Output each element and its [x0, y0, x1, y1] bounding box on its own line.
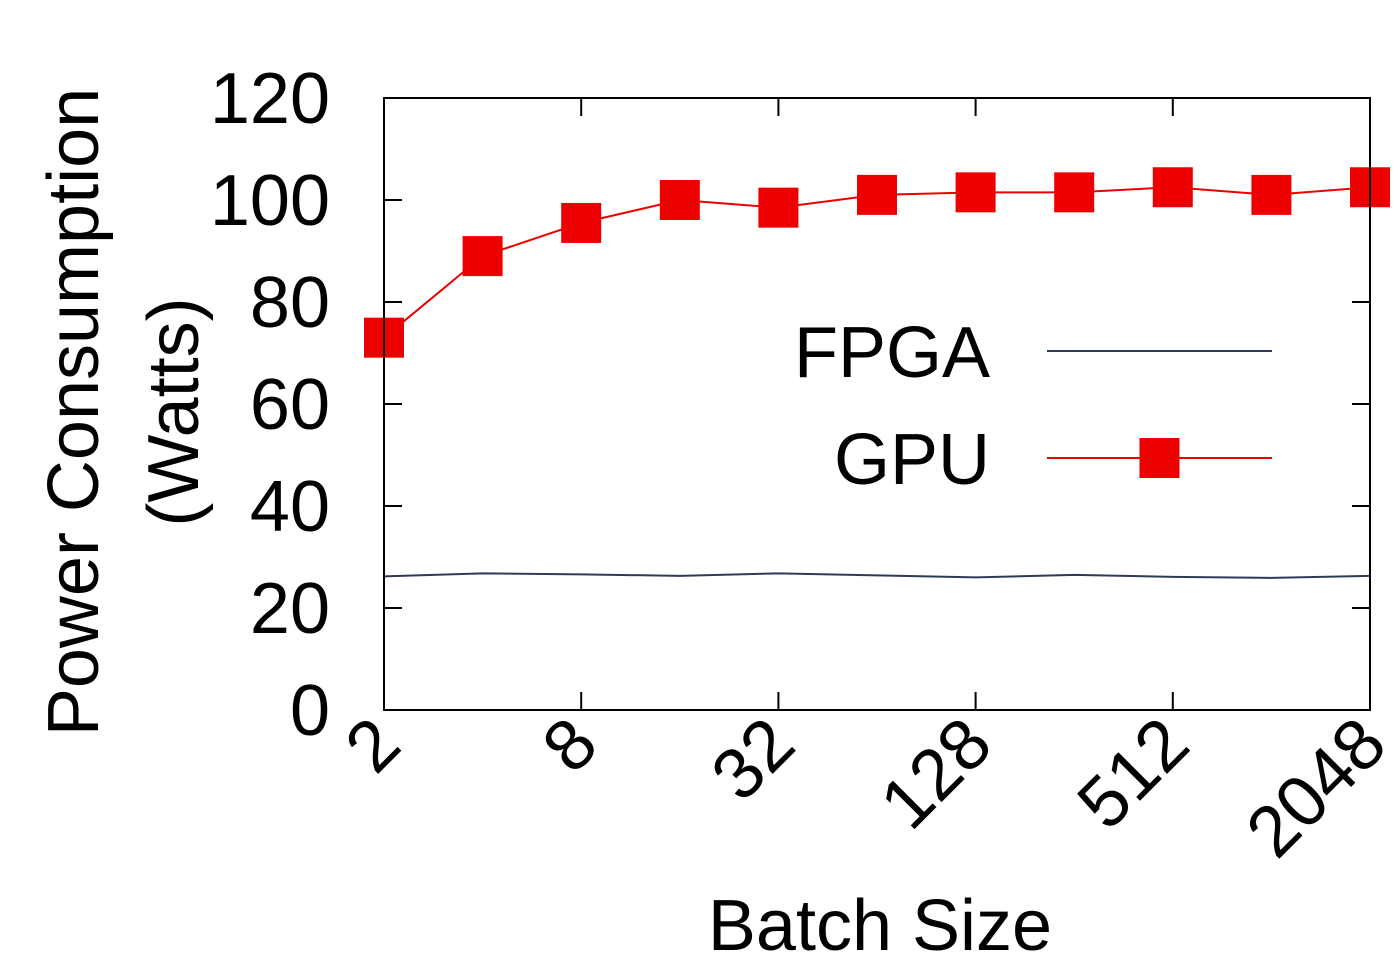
y-tick-label: 20 [250, 569, 330, 649]
y-axis-label-line2: (Watts) [134, 297, 214, 526]
data-point-gpu [1251, 174, 1292, 215]
data-point-gpu [462, 236, 503, 277]
y-axis-label-line1: Power Consumption [34, 88, 114, 736]
plot-frame [383, 97, 1371, 711]
x-tick-label: 128 [865, 703, 1007, 845]
y-tick-labels: 0 20 40 60 80 100 120 [210, 59, 330, 751]
y-tick-label: 80 [250, 263, 330, 343]
legend: FPGA GPU [794, 313, 1272, 500]
y-tick-label: 40 [250, 467, 330, 547]
data-point-gpu [857, 174, 897, 215]
legend-label-gpu: GPU [834, 420, 990, 500]
x-tick-label: 2048 [1231, 703, 1400, 873]
series-layer [364, 167, 1390, 579]
data-point-gpu [1054, 172, 1095, 213]
legend-marker-gpu [1139, 438, 1180, 478]
legend-label-fpga: FPGA [794, 313, 990, 393]
data-point-gpu [955, 172, 996, 213]
x-tick-label: 512 [1063, 703, 1205, 845]
y-tick-label: 60 [250, 365, 330, 445]
y-tick-label: 0 [290, 671, 330, 751]
y-tick-label: 120 [210, 59, 330, 139]
x-axis-label: Batch Size [708, 886, 1052, 966]
x-tick-label: 8 [528, 703, 613, 788]
y-tick-label: 100 [210, 161, 330, 241]
data-point-gpu [561, 202, 602, 243]
data-point-gpu [1152, 167, 1193, 208]
x-tick-label: 2 [330, 703, 415, 788]
y-axis-label: Power Consumption (Watts) [34, 88, 214, 736]
x-tick-label: 32 [697, 703, 810, 816]
data-point-gpu [659, 180, 700, 220]
x-tick-labels: 2 8 32 128 512 2048 [330, 703, 1400, 873]
series-line-fpga [383, 572, 1371, 579]
data-point-gpu [758, 187, 799, 228]
